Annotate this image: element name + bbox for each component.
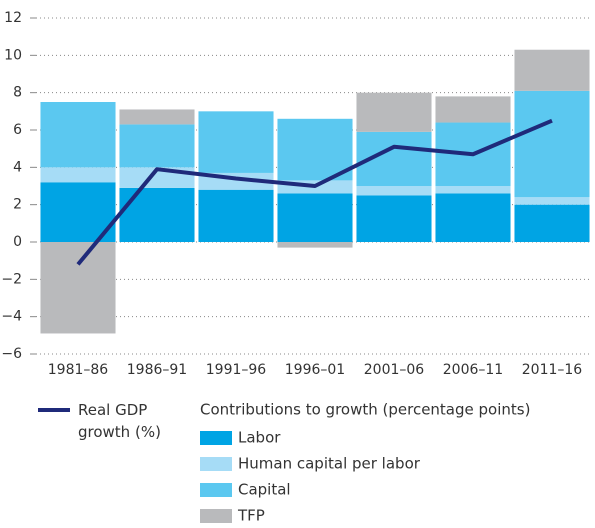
y-tick-label: −2 [1, 271, 22, 287]
y-tick-label: 4 [13, 159, 22, 175]
line [76, 118, 553, 266]
legend-swatch [200, 431, 232, 445]
y-tick-label: −4 [1, 309, 22, 325]
bar-segment [356, 195, 432, 242]
bar-segment [198, 111, 274, 173]
x-tick-label: 2011–16 [522, 362, 583, 378]
legend-label: TFP [237, 507, 265, 525]
y-tick-label: −6 [1, 346, 22, 362]
bar-segment [119, 124, 195, 168]
bar-segment [119, 187, 195, 242]
bar-segment [40, 102, 116, 168]
bar-segment [514, 197, 590, 205]
bar-segment [435, 193, 511, 242]
bar-segment [277, 242, 353, 248]
bar-segment [198, 189, 274, 242]
bar-segment [435, 186, 511, 194]
bar-segment [40, 167, 116, 183]
bar-segment [514, 204, 590, 242]
y-tick-label: 2 [13, 197, 22, 213]
legend-label: Labor [238, 429, 281, 447]
legend-swatch [200, 509, 232, 523]
y-tick-label: 8 [13, 85, 22, 101]
x-tick-label: 1991–96 [206, 362, 267, 378]
y-tick-label: 6 [13, 122, 22, 138]
bar-segment [40, 242, 116, 334]
legend-swatch [200, 457, 232, 471]
legend-label: Human capital per labor [238, 455, 421, 473]
y-tick-label: 0 [13, 234, 22, 250]
bar-segment [356, 186, 432, 196]
x-tick-label: 2001–06 [364, 362, 425, 378]
bar-segment [277, 118, 353, 181]
bar-segment [435, 96, 511, 123]
y-tick-label: 10 [4, 47, 22, 63]
legend-swatch [200, 483, 232, 497]
x-tick-label: 1981–86 [48, 362, 109, 378]
y-tick-label: 12 [4, 10, 22, 26]
bar-segment [356, 92, 432, 132]
legend-label: Capital [238, 481, 291, 499]
bar-segment [277, 193, 353, 242]
legend-title: Contributions to growth (percentage poin… [200, 401, 530, 419]
bar-segment [514, 49, 590, 91]
legend-label: Real GDP growth (%) [78, 401, 161, 441]
x-tick-label: 1986–91 [127, 362, 187, 378]
bar-segment [119, 109, 195, 125]
x-tick-label: 1996–01 [285, 362, 345, 378]
bar-segment [514, 90, 590, 198]
x-tick-label: 2006–11 [443, 362, 503, 378]
